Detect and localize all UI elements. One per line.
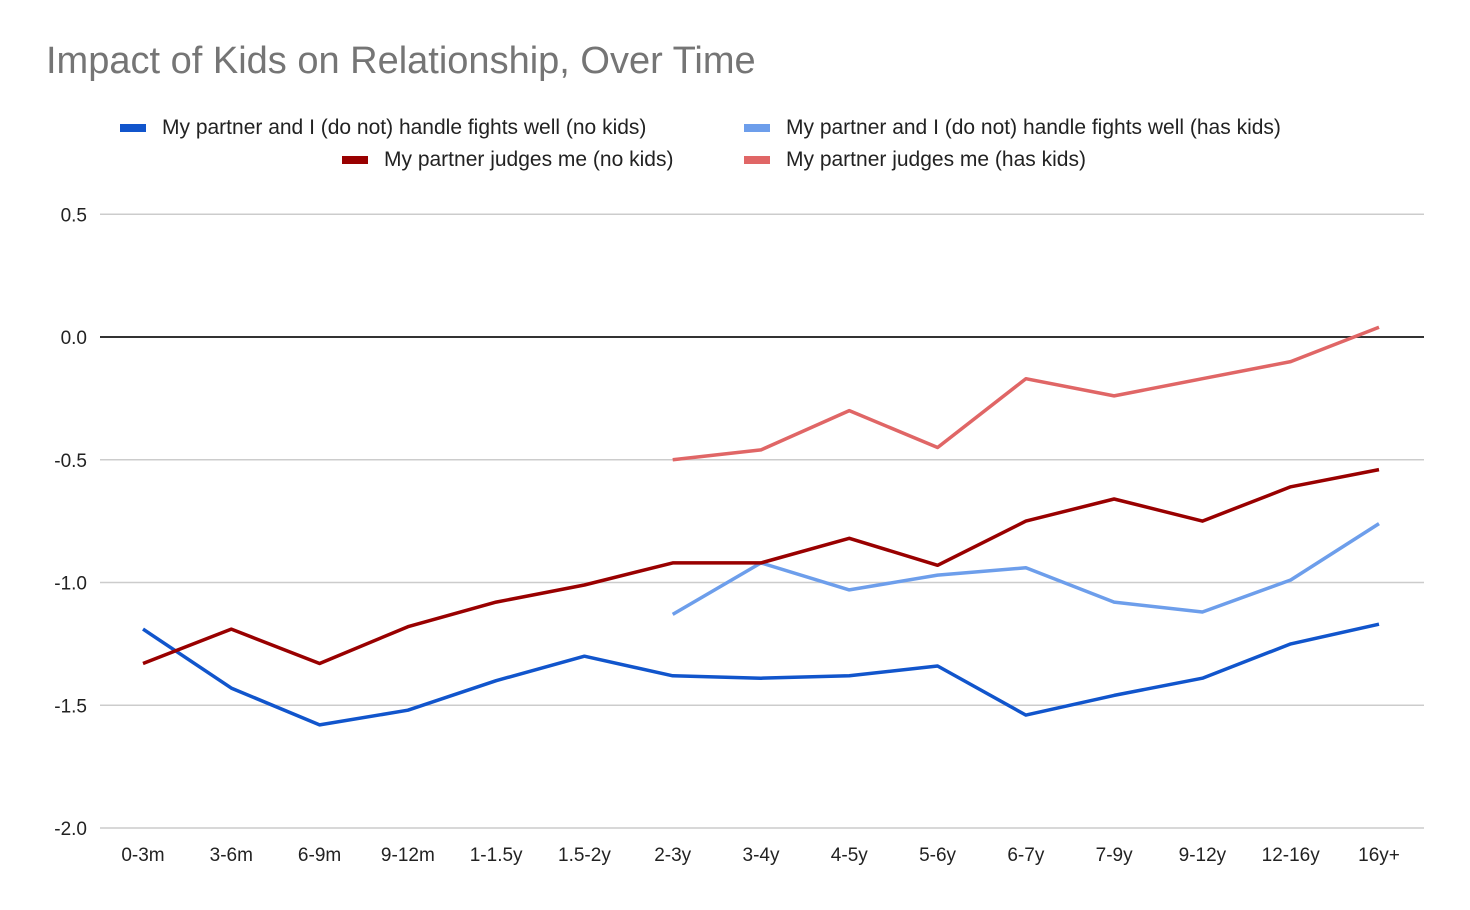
legend-swatch-icon [120, 124, 146, 132]
x-tick-label: 9-12y [1179, 845, 1227, 866]
legend-item-judges-no-kids[interactable]: My partner judges me (no kids) [342, 146, 673, 174]
x-tick-label: 16y+ [1358, 845, 1400, 866]
x-tick-label: 9-12m [381, 845, 435, 866]
x-tick-label: 5-6y [919, 845, 956, 866]
x-axis: 0-3m 3-6m 6-9m 9-12m 1-1.5y 1.5-2y 2-3y 3-4y 4-5… [121, 845, 1400, 866]
legend-label: My partner and I (do not) handle fights … [162, 116, 647, 139]
y-tick-label: -1.0 [54, 574, 87, 595]
chart-title: Impact of Kids on Relationship, Over Tim… [46, 40, 756, 82]
x-tick-label: 1.5-2y [558, 845, 611, 866]
legend-item-judges-has-kids[interactable]: My partner judges me (has kids) [744, 146, 1086, 174]
legend-item-fights-has-kids[interactable]: My partner and I (do not) handle fights … [744, 114, 1281, 142]
y-tick-label: -0.5 [54, 451, 87, 472]
legend-item-fights-no-kids[interactable]: My partner and I (do not) handle fights … [120, 114, 646, 142]
x-tick-label: 4-5y [831, 845, 868, 866]
y-tick-label: 0.0 [61, 328, 87, 349]
x-tick-label: 1-1.5y [470, 845, 523, 866]
x-tick-label: 2-3y [654, 845, 691, 866]
legend-label: My partner judges me (has kids) [786, 148, 1086, 171]
legend-label: My partner judges me (no kids) [384, 148, 674, 171]
legend-label: My partner and I (do not) handle fights … [786, 116, 1281, 139]
series-line-3[interactable] [672, 325, 1380, 462]
y-tick-label: 0.5 [61, 205, 87, 226]
x-tick-label: 6-9m [298, 845, 341, 866]
y-tick-label: -1.5 [54, 696, 87, 717]
series-line-1[interactable] [671, 522, 1380, 616]
x-tick-label: 12-16y [1262, 845, 1321, 866]
gridlines [100, 213, 1424, 829]
x-tick-label: 7-9y [1096, 845, 1133, 866]
x-tick-label: 0-3m [121, 845, 164, 866]
legend-swatch-icon [744, 156, 770, 164]
legend-swatch-icon [744, 124, 770, 132]
legend-swatch-icon [342, 156, 368, 164]
series-line-2[interactable] [142, 467, 1380, 666]
series-lines [142, 325, 1380, 727]
x-tick-label: 3-6m [210, 845, 253, 866]
y-axis: 0.5 0.0 -0.5 -1.0 -1.5 -2.0 [54, 205, 87, 840]
y-tick-label: -2.0 [54, 819, 87, 840]
x-tick-label: 6-7y [1007, 845, 1044, 866]
series-line-0[interactable] [142, 622, 1380, 727]
x-tick-label: 3-4y [743, 845, 780, 866]
